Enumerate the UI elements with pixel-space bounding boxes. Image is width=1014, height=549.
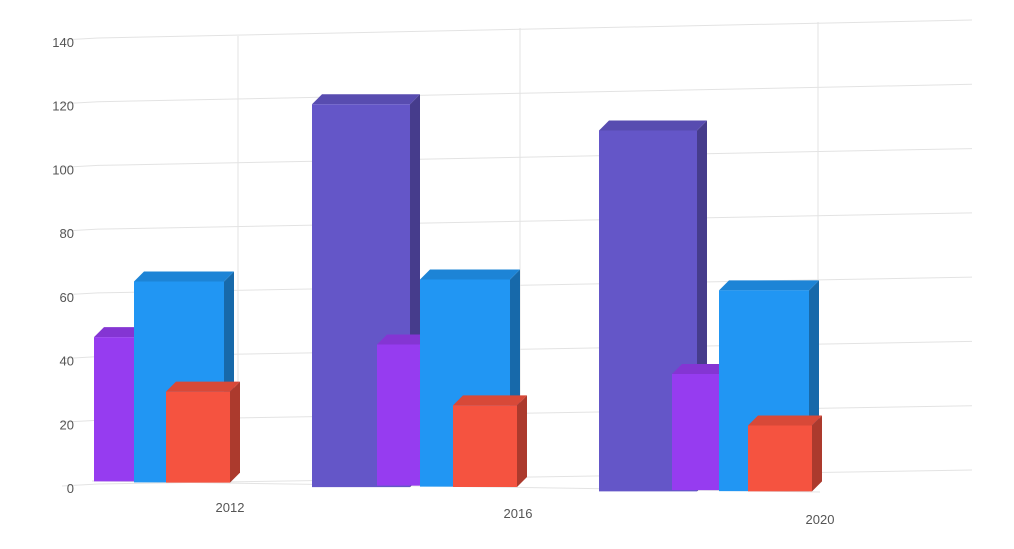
bar[interactable] xyxy=(166,381,240,483)
x-tick-label: 2020 xyxy=(806,512,835,527)
x-axis-ticks: 2012 2016 2020 xyxy=(216,500,835,527)
grid-lines xyxy=(61,19,973,493)
grid-line-horizontal xyxy=(97,212,973,230)
grid-line-horizontal xyxy=(61,37,99,41)
x-tick-label: 2012 xyxy=(216,500,245,515)
y-tick-label: 0 xyxy=(67,481,74,496)
y-tick-label: 120 xyxy=(52,99,74,114)
grid-line-horizontal xyxy=(61,483,99,487)
grid-line-horizontal xyxy=(97,276,973,294)
grid-line-horizontal xyxy=(61,419,99,423)
grid-line-horizontal xyxy=(61,228,99,232)
grid-line-horizontal xyxy=(61,164,99,168)
y-tick-label: 20 xyxy=(60,417,74,432)
grid-line-horizontal xyxy=(97,83,973,103)
x-tick-label: 2016 xyxy=(504,506,533,521)
y-tick-label: 100 xyxy=(52,162,74,177)
grid-line-horizontal xyxy=(61,101,99,105)
y-axis-ticks: 0 20 40 60 80 100 120 140 xyxy=(52,35,74,496)
bars xyxy=(94,94,822,492)
grid-line-horizontal xyxy=(61,292,99,296)
grid-line-horizontal xyxy=(97,148,973,166)
bar[interactable] xyxy=(748,415,822,492)
bar[interactable] xyxy=(453,395,527,487)
grid-line-horizontal xyxy=(97,340,973,358)
y-tick-label: 60 xyxy=(60,290,74,305)
grid-line-horizontal xyxy=(61,356,99,360)
grid-line-horizontal xyxy=(97,469,973,485)
y-tick-label: 140 xyxy=(52,35,74,50)
y-tick-label: 40 xyxy=(60,354,74,369)
y-tick-label: 80 xyxy=(60,226,74,241)
grid-line-horizontal xyxy=(97,19,973,39)
grid-line-horizontal xyxy=(97,405,973,421)
